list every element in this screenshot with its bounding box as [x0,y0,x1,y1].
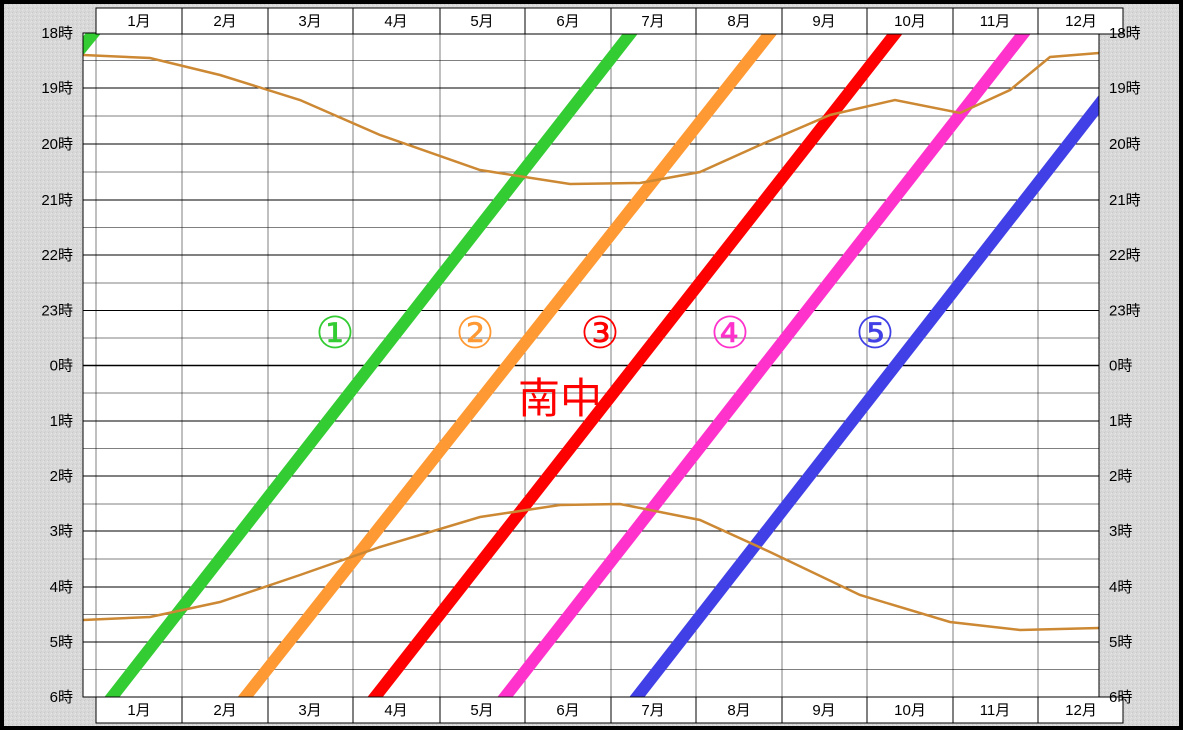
y-tick-label-left: 23時 [41,303,73,320]
month-label: 11月 [980,13,1011,30]
y-tick-label-right: 0時 [1109,358,1132,375]
y-tick-label-right: 5時 [1109,634,1132,651]
y-tick-label-left: 3時 [50,523,73,540]
y-tick-label-right: 21時 [1109,192,1141,209]
series-label-②: ② [455,309,494,358]
month-label: 12月 [1065,13,1097,30]
y-tick-label-left: 22時 [41,247,73,264]
month-label: 6月 [556,13,579,30]
month-label: 8月 [727,13,750,30]
star-transit-chart: 1月 2月 3月 4月 5月 6月 7月 8月 9月 10月 11月 12月 1月 2月 3月 4月 5月 6月 7… [0,0,1183,730]
y-tick-label-right: 6時 [1109,689,1132,706]
y-tick-label-left: 20時 [41,136,73,153]
month-label: 11月 [980,702,1011,719]
y-tick-label-left: 1時 [50,413,73,430]
y-tick-label-right: 20時 [1109,136,1141,153]
y-tick-label-left: 2時 [50,468,73,485]
y-tick-label-right: 4時 [1109,579,1132,596]
month-label: 7月 [641,702,664,719]
month-label: 8月 [727,702,750,719]
center-label: 南中 [518,375,602,422]
month-label: 10月 [894,13,926,30]
y-tick-label-left: 0時 [50,358,73,375]
series-label-④: ④ [710,309,749,358]
y-tick-label-left: 18時 [41,25,73,42]
month-label: 4月 [384,702,407,719]
y-tick-label-left: 4時 [50,579,73,596]
month-label: 9月 [812,13,835,30]
y-tick-label-left: 21時 [41,192,73,209]
month-label: 5月 [470,13,493,30]
series-label-①: ① [315,309,354,358]
y-tick-label-right: 18時 [1109,25,1141,42]
month-label: 3月 [298,13,321,30]
y-tick-label-right: 1時 [1109,413,1132,430]
month-label: 10月 [894,702,926,719]
month-label: 5月 [470,702,493,719]
y-tick-label-right: 23時 [1109,303,1141,320]
month-label: 3月 [298,702,321,719]
month-label: 1月 [127,702,150,719]
month-label: 9月 [812,702,835,719]
y-tick-label-left: 6時 [50,689,73,706]
month-label: 2月 [213,13,236,30]
month-label: 6月 [556,702,579,719]
month-label: 1月 [127,13,150,30]
month-label: 7月 [641,13,664,30]
series-label-⑤: ⑤ [855,309,894,358]
month-label: 4月 [384,13,407,30]
month-label: 12月 [1065,702,1097,719]
y-tick-label-right: 3時 [1109,523,1132,540]
y-tick-label-left: 19時 [41,80,73,97]
chart-container: 1月 2月 3月 4月 5月 6月 7月 8月 9月 10月 11月 12月 1月 2月 3月 4月 5月 6月 7… [0,0,1183,730]
y-tick-label-left: 5時 [50,634,73,651]
series-label-③: ③ [580,309,619,358]
y-tick-label-right: 19時 [1109,80,1141,97]
y-tick-label-right: 2時 [1109,468,1132,485]
month-label: 2月 [213,702,236,719]
y-tick-label-right: 22時 [1109,247,1141,264]
